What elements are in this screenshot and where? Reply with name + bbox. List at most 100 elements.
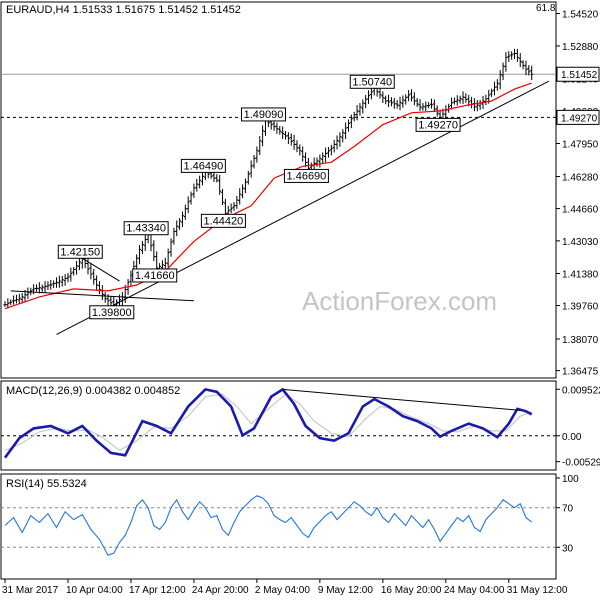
- ohlc-bar: [52, 280, 56, 289]
- right-price-tags: 1.51452 1.49270: [556, 66, 600, 125]
- ohlc-bar: [346, 119, 350, 132]
- ohlc-bar: [218, 175, 222, 195]
- ohlc-bar: [518, 53, 522, 68]
- ohlc-bar: [470, 96, 474, 109]
- ohlc-bar: [26, 287, 30, 299]
- ohlc-bar: [475, 99, 479, 112]
- ohlc-bar: [341, 129, 345, 143]
- price-tick-label: 1.54520: [562, 9, 599, 20]
- price-label-box: [200, 213, 246, 228]
- ohlc-bar: [278, 126, 282, 135]
- ohlc-bar: [404, 94, 408, 105]
- ohlc-bar: [349, 114, 353, 129]
- ohlc-bar: [398, 96, 402, 111]
- ohlc-bar: [261, 125, 265, 147]
- ohlc-bar: [129, 270, 133, 287]
- macd-tick-label: 0.00: [562, 432, 582, 443]
- ohlc-bar: [66, 272, 70, 283]
- ohlc-bar: [513, 48, 517, 60]
- ohlc-bar: [427, 102, 431, 109]
- ohlc-bar: [324, 147, 328, 163]
- time-tick-label: 17 Apr 12:00: [129, 585, 186, 596]
- ohlc-bar: [521, 60, 525, 70]
- ohlc-bar: [275, 122, 279, 134]
- ohlc-bar: [60, 275, 64, 287]
- ohlc-bar: [452, 97, 456, 105]
- rsi-title: RSI(14) 55.5324: [6, 478, 87, 490]
- ohlc-bar: [378, 87, 382, 99]
- ohlc-bar: [315, 157, 319, 167]
- ohlc-bar: [172, 227, 176, 245]
- ohlc-bar: [152, 240, 156, 262]
- ohlc-bar: [329, 144, 333, 156]
- ohlc-bar: [418, 99, 422, 112]
- price-tag-box: [556, 109, 600, 125]
- ohlc-bar: [201, 172, 205, 186]
- price-label-box: [240, 107, 286, 122]
- ohlc-bar: [298, 144, 302, 156]
- ohlc-bar: [332, 139, 336, 153]
- rsi-tick-label: 70: [562, 504, 574, 515]
- trendline: [82, 257, 120, 282]
- time-tick-label: 2 May 04:00: [255, 585, 310, 596]
- ohlc-bar: [444, 105, 448, 119]
- ohlc-bar: [409, 89, 413, 102]
- ohlc-bar: [387, 94, 391, 108]
- price-label-box: [415, 117, 461, 132]
- ohlc-bar: [72, 267, 76, 276]
- ohlc-bar: [524, 60, 528, 76]
- time-tick-label: 16 May 20:00: [381, 585, 442, 596]
- ohlc-bar: [361, 99, 365, 114]
- ohlc-bar: [57, 275, 61, 288]
- ohlc-bar: [501, 62, 505, 81]
- price-tick-label: 1.47950: [562, 140, 599, 151]
- ohlc-bar: [163, 257, 167, 271]
- price-label-box: [180, 158, 226, 173]
- price-label-text: 1.46690: [287, 170, 327, 182]
- ohlc-bar: [338, 132, 342, 147]
- ohlc-bar: [284, 131, 288, 140]
- ohlc-bar: [424, 101, 428, 111]
- ohlc-bar: [9, 299, 13, 306]
- rsi-axis-ticks: 100 70 30: [1, 474, 579, 554]
- ohlc-bar: [412, 92, 416, 106]
- ohlc-bar: [295, 140, 299, 153]
- price-tick-label: 1.43030: [562, 237, 599, 248]
- ohlc-bar: [507, 51, 511, 62]
- ohlc-bar: [458, 95, 462, 104]
- ohlc-bar: [478, 99, 482, 110]
- ohlc-bar: [252, 154, 256, 169]
- price-label: 1.41660: [132, 268, 178, 283]
- ohlc-bar: [100, 285, 104, 301]
- price-label: 1.39800: [89, 305, 135, 320]
- ohlc-bar: [166, 248, 170, 268]
- macd-tick-label: -0.005295: [562, 458, 600, 469]
- time-axis: 31 Mar 2017 10 Apr 04:00 17 Apr 12:00 24 Ap…: [2, 579, 568, 596]
- price-tick-label: 1.52880: [562, 42, 599, 53]
- ohlc-bar: [464, 93, 468, 103]
- price-label: 1.46690: [283, 168, 329, 183]
- ohlc-bar: [355, 104, 359, 121]
- ohlc-bar: [421, 102, 425, 111]
- price-label-text: 1.49090: [244, 109, 284, 121]
- trendline: [56, 80, 550, 335]
- ohlc-bar: [97, 281, 101, 295]
- price-axis-ticks: 1.545201.528801.512401.496001.479501.462…: [556, 9, 599, 378]
- ohlc-bar: [175, 220, 179, 237]
- ohlc-bar: [55, 277, 59, 288]
- price-label-box: [349, 74, 395, 89]
- price-label-text: 1.41660: [135, 270, 175, 282]
- ohlc-bar: [301, 146, 305, 162]
- time-tick-label: 31 Mar 2017: [2, 585, 59, 596]
- price-label-text: 1.42150: [60, 246, 100, 258]
- trendlines: [10, 80, 550, 335]
- price-tick-label: 1.36475: [562, 367, 599, 378]
- macd-title: MACD(12,26,9) 0.004382 0.004852: [6, 385, 180, 397]
- watermark: ActionForex.com: [302, 286, 497, 316]
- trendline: [10, 290, 194, 302]
- ohlc-bar: [384, 95, 388, 105]
- ohlc-bar: [432, 99, 436, 113]
- ohlc-bar: [34, 284, 38, 292]
- price-label: 1.50740: [349, 74, 395, 89]
- time-tick-label: 10 Apr 04:00: [66, 585, 123, 596]
